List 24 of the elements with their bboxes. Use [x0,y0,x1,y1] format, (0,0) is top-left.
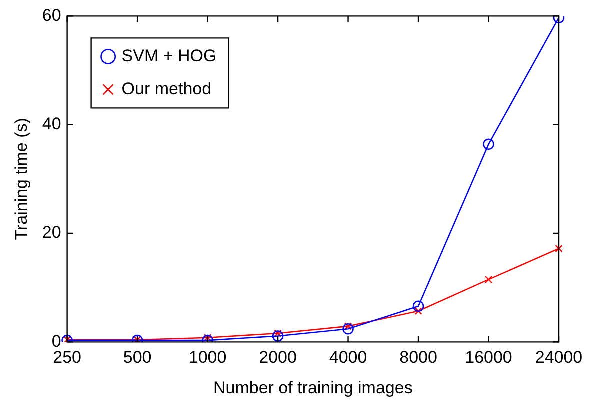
point [555,244,563,253]
legend-label: Our method [122,79,212,98]
point [414,307,422,316]
y-tick-label: 20 [42,223,62,242]
point [484,276,493,284]
point [483,138,494,150]
x-tick-label: 4000 [329,348,368,368]
x-axis-title: Number of training images [213,378,413,398]
x-tick-label: 500 [123,348,152,368]
x-tick-label: 16000 [465,348,512,368]
x-tick-label: 8000 [400,348,438,368]
point [272,330,284,342]
y-tick-label: 0 [52,332,62,351]
x-tick-label: 1000 [188,348,227,368]
x-tick-label: 250 [53,348,82,368]
y-tick-label: 60 [42,6,62,25]
point [412,300,424,312]
legend-label: SVM + HOG [122,46,217,66]
x-tick-label: 24000 [535,348,583,368]
y-axis-title: Training time (s) [12,118,31,240]
x-tick-label: 2000 [259,348,297,368]
y-tick-label: 40 [42,114,62,134]
point [342,324,354,335]
point [344,322,352,330]
